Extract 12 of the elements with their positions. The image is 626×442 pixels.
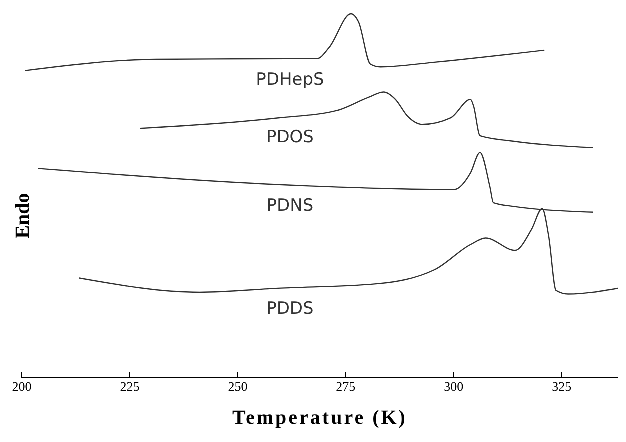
x-tick-label: 275 — [336, 379, 356, 394]
series-label: PDDS — [266, 298, 314, 319]
x-tick-label: 225 — [120, 379, 140, 394]
x-tick-label: 250 — [228, 379, 248, 394]
x-tick-label: 325 — [552, 379, 572, 394]
series-label: PDOS — [266, 128, 314, 148]
series-label: PDHepS — [256, 70, 324, 90]
y-axis-title: Endo — [10, 193, 35, 239]
series-label: PDNS — [266, 196, 314, 216]
x-tick-label: 300 — [444, 379, 464, 394]
x-tick-label: 200 — [12, 379, 32, 394]
x-axis-title: Temperature (K) — [232, 407, 408, 429]
